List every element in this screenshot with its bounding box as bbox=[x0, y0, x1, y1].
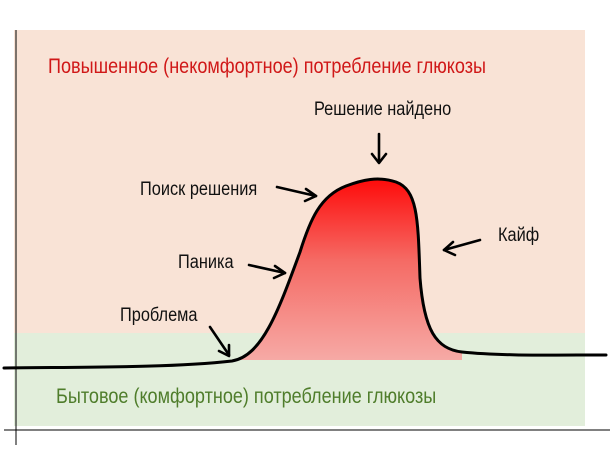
arrow-right-icon bbox=[247, 263, 287, 280]
problem-label: Проблема bbox=[120, 305, 198, 326]
glucose-curve bbox=[2, 177, 608, 370]
decision-label: Решение найдено bbox=[314, 99, 452, 120]
arrow-left-icon bbox=[442, 238, 482, 257]
bliss-label: Кайф bbox=[498, 225, 540, 246]
high-zone-title: Повышенное (некомфортное) потребление гл… bbox=[48, 55, 487, 78]
arrow-down-right-icon bbox=[208, 325, 231, 358]
arrow-down-icon bbox=[370, 132, 388, 165]
panic-label: Паника bbox=[178, 252, 234, 273]
arrow-right-icon bbox=[275, 185, 318, 203]
search-label: Поиск решения bbox=[140, 179, 258, 200]
normal-zone-title: Бытовое (комфортное) потребление глюкозы bbox=[56, 385, 437, 408]
